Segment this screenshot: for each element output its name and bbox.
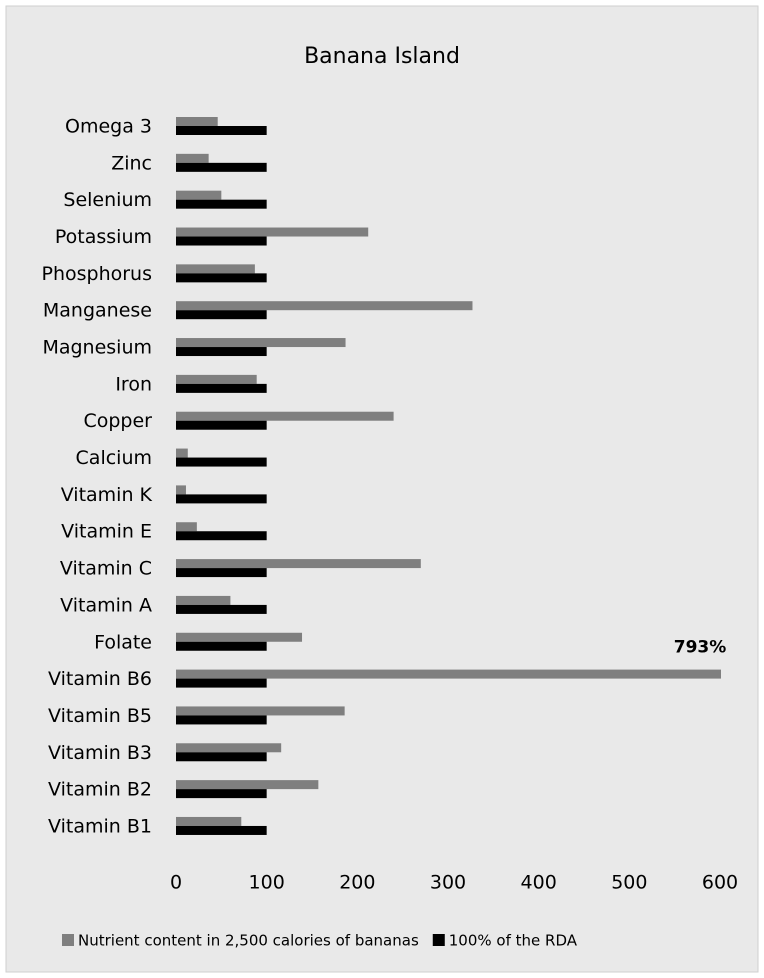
x-tick-label: 500 [611, 872, 647, 894]
y-tick-label: Vitamin B3 [48, 742, 152, 764]
plot-area [176, 117, 721, 835]
bar [176, 669, 721, 679]
legend-label: Nutrient content in 2,500 calories of ba… [78, 932, 419, 950]
bar [176, 448, 188, 458]
y-tick-label: Vitamin A [60, 594, 152, 616]
bar [176, 457, 267, 467]
x-tick-label: 100 [249, 872, 285, 894]
y-tick-label: Calcium [76, 447, 152, 469]
bar [176, 816, 242, 826]
bar [176, 568, 267, 578]
bar [176, 117, 218, 126]
y-tick-label: Vitamin B1 [48, 815, 152, 837]
y-tick-label: Copper [83, 410, 152, 432]
y-tick-label: Selenium [63, 189, 152, 211]
x-tick-label: 600 [702, 872, 738, 894]
legend-swatch [432, 934, 445, 946]
bar [176, 374, 257, 384]
background [5, 5, 759, 973]
bar [176, 531, 267, 541]
y-tick-label: Folate [94, 631, 152, 653]
y-tick-label: Vitamin B2 [48, 779, 152, 801]
bar [176, 494, 267, 504]
y-tick-label: Vitamin E [61, 521, 152, 543]
chart-title: Banana Island [304, 44, 460, 69]
x-tick-label: 200 [339, 872, 375, 894]
x-tick-label: 300 [430, 872, 466, 894]
bar [176, 347, 267, 357]
bar [176, 641, 267, 651]
bar [176, 752, 267, 762]
bar [176, 236, 267, 246]
bar [176, 706, 345, 716]
y-tick-label: Zinc [111, 152, 152, 174]
data-label: 793% [674, 638, 727, 658]
bar [176, 632, 303, 642]
bar [176, 153, 209, 163]
bar [176, 383, 267, 393]
legend-swatch [62, 934, 74, 946]
y-tick-label: Vitamin K [61, 484, 153, 506]
bar [176, 522, 197, 532]
bar [176, 485, 186, 495]
bar [176, 162, 267, 172]
bar [176, 199, 267, 209]
bar [176, 789, 267, 799]
bar [176, 264, 255, 274]
y-tick-label: Vitamin B5 [48, 705, 152, 727]
bar [176, 780, 319, 790]
bar [176, 420, 267, 430]
bar [176, 338, 346, 348]
y-tick-label: Iron [115, 373, 152, 395]
bar [176, 190, 222, 200]
y-tick-label: Vitamin C [60, 558, 152, 580]
bar [176, 559, 421, 569]
bar [176, 273, 267, 283]
bar [176, 301, 473, 311]
bar [176, 310, 267, 320]
bar [176, 604, 267, 614]
bar [176, 595, 231, 605]
y-tick-label: Omega 3 [65, 116, 152, 138]
y-tick-label: Manganese [43, 300, 152, 322]
y-tick-label: Potassium [55, 226, 152, 248]
legend-label: 100% of the RDA [449, 932, 578, 950]
bar [176, 678, 267, 688]
x-tick-label: 400 [521, 872, 557, 894]
bar [176, 411, 394, 421]
bar [176, 126, 267, 135]
bar [176, 715, 267, 725]
x-tick-label: 0 [170, 872, 182, 894]
y-tick-label: Vitamin B6 [48, 668, 152, 690]
y-tick-label: Phosphorus [41, 263, 152, 285]
y-tick-label: Magnesium [42, 337, 152, 359]
bar [176, 227, 369, 237]
bar [176, 743, 282, 753]
bar [176, 825, 267, 835]
